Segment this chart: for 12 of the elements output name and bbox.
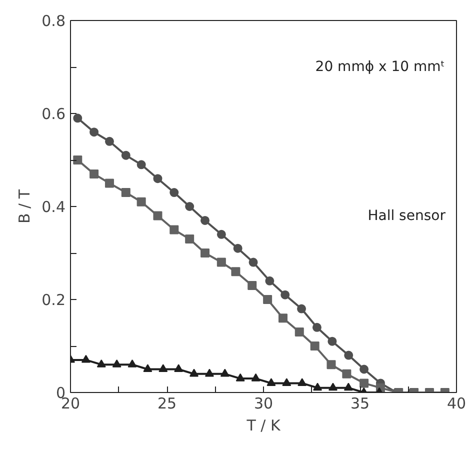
x-tick-label: 30 [254, 394, 274, 412]
annotation: 20 mmϕ x 10 mmᵗ [315, 59, 445, 75]
x-tick-label: 40 [446, 394, 466, 412]
x-axis-title: T / K [246, 416, 282, 434]
y-tick-label: 0.4 [42, 198, 66, 216]
y-axis-title: B / T [16, 188, 34, 224]
y-tick-label: 0.2 [42, 291, 66, 309]
y-tick-label: 0.6 [42, 105, 66, 123]
annotation: Hall sensor [368, 208, 446, 224]
y-tick-label: 0.8 [42, 12, 66, 30]
x-tick-label: 35 [350, 394, 370, 412]
x-tick-label: 25 [157, 394, 177, 412]
